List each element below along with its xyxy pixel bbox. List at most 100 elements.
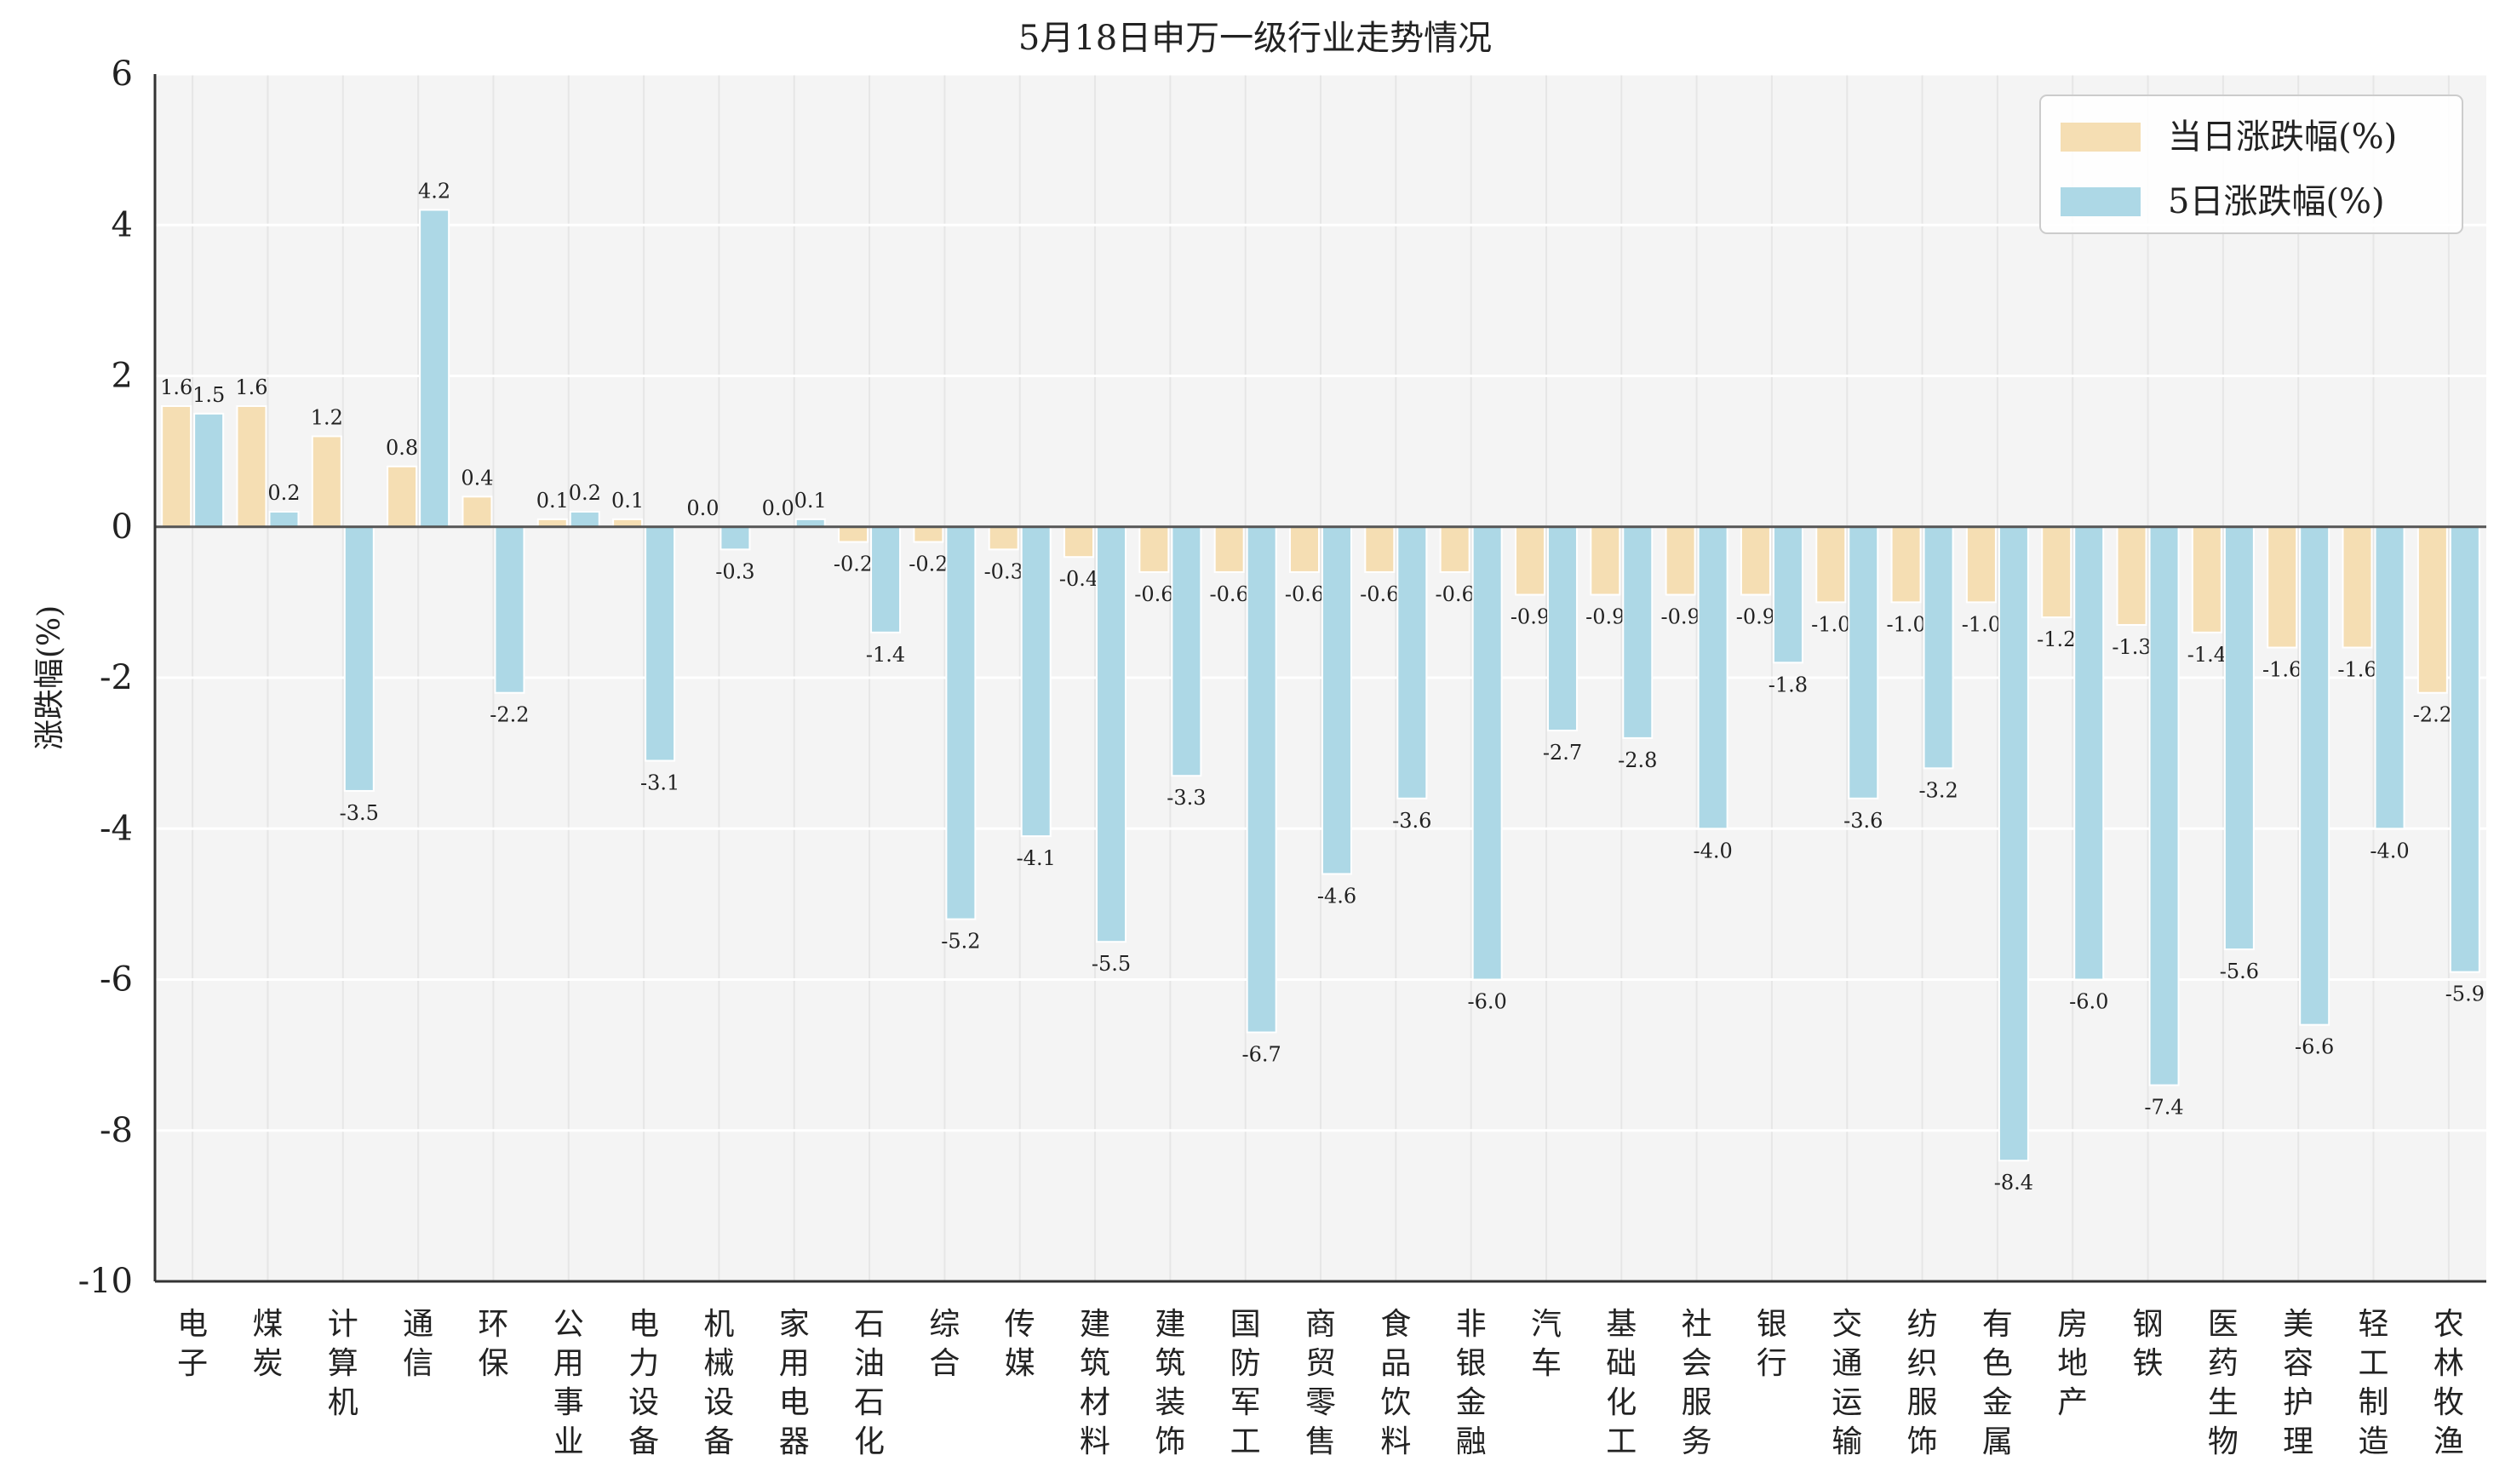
value-label-daily: 0.0 xyxy=(762,496,794,520)
y-axis-label: 涨跌幅(%) xyxy=(32,605,67,750)
value-label-daily: -0.6 xyxy=(1285,582,1324,606)
bar-5day xyxy=(1096,525,1127,943)
x-tick-label: 社会服务 xyxy=(1682,1307,1712,1459)
bar-5day xyxy=(1772,525,1803,664)
x-tick-label: 家用电器 xyxy=(779,1307,810,1459)
bar-5day xyxy=(1321,525,1352,875)
bar-5day xyxy=(569,511,600,528)
value-label-daily: 1.2 xyxy=(311,405,343,429)
legend-swatch-5day xyxy=(2061,187,2141,216)
x-tick-label: 汽车 xyxy=(1531,1307,1562,1381)
value-label-5day: -0.3 xyxy=(715,559,754,583)
legend-label-5day: 5日涨跌幅(%) xyxy=(2168,182,2385,221)
value-label-daily: -0.2 xyxy=(909,552,948,576)
y-tick-label: 0 xyxy=(112,507,133,547)
value-label-daily: -0.9 xyxy=(1736,605,1775,629)
value-label-5day: -3.3 xyxy=(1167,786,1206,810)
bar-5day xyxy=(2223,525,2255,951)
bar-daily xyxy=(461,496,493,528)
value-label-5day: -3.1 xyxy=(640,771,679,794)
x-tick-label: 交通运输 xyxy=(1832,1307,1862,1459)
value-label-daily: -0.6 xyxy=(1436,582,1475,606)
value-label-daily: 0.8 xyxy=(386,436,418,460)
y-tick-label: 4 xyxy=(112,205,133,244)
bar-5day xyxy=(1171,525,1202,777)
bar-5day xyxy=(645,525,676,762)
x-tick-label: 建筑装饰 xyxy=(1155,1307,1185,1459)
bar-daily xyxy=(387,465,418,528)
x-tick-label: 银行 xyxy=(1757,1307,1787,1381)
bar-5day xyxy=(343,525,375,792)
bar-5day xyxy=(2299,525,2330,1026)
bar-5day xyxy=(945,525,977,920)
bar-daily xyxy=(1815,525,1847,604)
value-label-daily: -0.3 xyxy=(984,559,1023,583)
value-label-daily: 1.6 xyxy=(160,375,192,399)
value-label-daily: -1.4 xyxy=(2187,643,2227,667)
value-label-5day: 4.2 xyxy=(418,180,450,203)
bar-daily xyxy=(1063,525,1095,559)
bar-daily xyxy=(2342,525,2373,649)
value-label-daily: -1.0 xyxy=(1811,612,1850,636)
x-tick-label: 石油石化 xyxy=(854,1307,885,1459)
x-tick-label: 传媒 xyxy=(1005,1307,1035,1381)
value-label-daily: 0.1 xyxy=(536,489,569,513)
value-label-daily: -1.3 xyxy=(2112,635,2151,659)
value-label-5day: 1.5 xyxy=(192,383,225,407)
bar-daily xyxy=(1965,525,1997,604)
value-label-5day: -5.9 xyxy=(2445,983,2485,1006)
value-label-daily: -0.6 xyxy=(1360,582,1399,606)
x-tick-label: 环保 xyxy=(478,1307,508,1381)
x-tick-label: 建筑材料 xyxy=(1080,1307,1110,1459)
value-label-5day: 0.2 xyxy=(569,481,601,505)
y-tick-label: -6 xyxy=(100,960,133,1000)
x-tick-label: 计算机 xyxy=(328,1307,358,1420)
value-label-daily: -1.0 xyxy=(1886,612,1925,636)
bar-daily xyxy=(2041,525,2072,619)
y-tick-label: 2 xyxy=(112,357,133,396)
x-tick-label: 有色金属 xyxy=(1982,1307,2013,1459)
value-label-5day: 0.2 xyxy=(267,481,300,505)
x-tick-label: 电子 xyxy=(177,1307,208,1381)
bar-5day xyxy=(1998,525,2029,1162)
bar-5day xyxy=(2449,525,2480,973)
legend-label-daily: 当日涨跌幅(%) xyxy=(2168,117,2397,157)
value-label-daily: -0.9 xyxy=(1585,605,1625,629)
bar-daily xyxy=(1665,525,1696,596)
y-tick-label: -10 xyxy=(78,1262,133,1301)
value-label-5day: -1.4 xyxy=(866,643,905,667)
value-label-daily: -0.6 xyxy=(1210,582,1249,606)
bar-5day xyxy=(870,525,902,633)
bar-5day xyxy=(1396,525,1428,799)
y-tick-label: -4 xyxy=(100,809,133,848)
x-tick-label: 农林牧渔 xyxy=(2434,1307,2464,1459)
x-tick-label: 电力设备 xyxy=(628,1307,659,1459)
bar-daily xyxy=(1213,525,1245,573)
value-label-5day: -2.7 xyxy=(1543,741,1582,765)
value-label-5day: -4.1 xyxy=(1017,846,1056,870)
bar-5day xyxy=(1923,525,1954,770)
bar-5day xyxy=(1697,525,1728,830)
value-label-daily: 0.4 xyxy=(461,466,493,490)
x-tick-label: 国防军工 xyxy=(1230,1307,1261,1459)
value-label-5day: -3.2 xyxy=(1918,778,1958,802)
value-label-5day: -3.6 xyxy=(1392,809,1431,833)
bar-5day xyxy=(2374,525,2405,830)
x-tick-label: 基础化工 xyxy=(1606,1307,1637,1459)
bar-5day xyxy=(494,525,525,694)
bar-daily xyxy=(1590,525,1621,596)
x-tick-label: 商贸零售 xyxy=(1305,1307,1336,1459)
value-label-daily: -0.6 xyxy=(1134,582,1173,606)
bar-5day xyxy=(1246,525,1277,1034)
value-label-5day: -5.6 xyxy=(2220,960,2259,983)
value-label-daily: 1.6 xyxy=(235,375,267,399)
x-tick-label: 综合 xyxy=(929,1307,960,1381)
bar-5day xyxy=(2148,525,2180,1086)
value-label-daily: 0.1 xyxy=(611,489,644,513)
x-tick-label: 轻工制造 xyxy=(2359,1307,2389,1459)
value-label-daily: -1.6 xyxy=(2262,658,2302,682)
value-label-daily: -0.9 xyxy=(1511,605,1550,629)
